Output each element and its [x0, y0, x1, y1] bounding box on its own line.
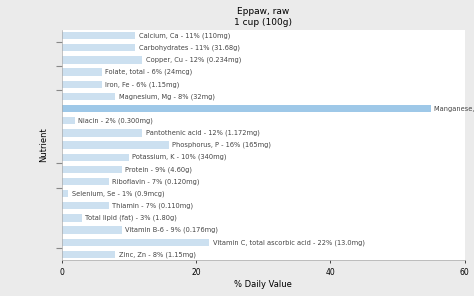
Text: Protein - 9% (4.60g): Protein - 9% (4.60g): [126, 166, 192, 173]
Text: Copper, Cu - 12% (0.234mg): Copper, Cu - 12% (0.234mg): [146, 57, 241, 63]
Text: Calcium, Ca - 11% (110mg): Calcium, Ca - 11% (110mg): [139, 33, 230, 39]
Text: Magnesium, Mg - 8% (32mg): Magnesium, Mg - 8% (32mg): [118, 93, 215, 100]
Bar: [62, 93, 115, 100]
Text: Manganese, Mn - 55% (1.094mg): Manganese, Mn - 55% (1.094mg): [434, 105, 474, 112]
Bar: [62, 32, 136, 39]
Bar: [62, 141, 169, 149]
Bar: [62, 226, 122, 234]
Text: Iron, Fe - 6% (1.15mg): Iron, Fe - 6% (1.15mg): [105, 81, 180, 88]
Text: Total lipid (fat) - 3% (1.80g): Total lipid (fat) - 3% (1.80g): [85, 215, 177, 221]
Text: Folate, total - 6% (24mcg): Folate, total - 6% (24mcg): [105, 69, 192, 75]
Text: Potassium, K - 10% (340mg): Potassium, K - 10% (340mg): [132, 154, 227, 160]
Bar: [62, 154, 129, 161]
Bar: [62, 251, 115, 258]
X-axis label: % Daily Value: % Daily Value: [234, 280, 292, 289]
Bar: [62, 56, 142, 64]
Bar: [62, 81, 102, 88]
Bar: [62, 129, 142, 136]
Text: Thiamin - 7% (0.110mg): Thiamin - 7% (0.110mg): [112, 202, 193, 209]
Bar: [62, 202, 109, 210]
Bar: [62, 166, 122, 173]
Text: Zinc, Zn - 8% (1.15mg): Zinc, Zn - 8% (1.15mg): [118, 251, 196, 258]
Bar: [62, 178, 109, 185]
Text: Riboflavin - 7% (0.120mg): Riboflavin - 7% (0.120mg): [112, 178, 200, 185]
Bar: [62, 44, 136, 52]
Text: Pantothenic acid - 12% (1.172mg): Pantothenic acid - 12% (1.172mg): [146, 130, 259, 136]
Bar: [62, 117, 75, 124]
Text: Carbohydrates - 11% (31.68g): Carbohydrates - 11% (31.68g): [139, 45, 240, 51]
Text: Selenium, Se - 1% (0.9mcg): Selenium, Se - 1% (0.9mcg): [72, 190, 164, 197]
Y-axis label: Nutrient: Nutrient: [39, 128, 48, 163]
Text: Vitamin C, total ascorbic acid - 22% (13.0mg): Vitamin C, total ascorbic acid - 22% (13…: [213, 239, 365, 245]
Bar: [62, 239, 210, 246]
Bar: [62, 214, 82, 222]
Bar: [62, 105, 431, 112]
Title: Eppaw, raw
1 cup (100g): Eppaw, raw 1 cup (100g): [234, 7, 292, 28]
Text: Phosphorus, P - 16% (165mg): Phosphorus, P - 16% (165mg): [173, 142, 272, 148]
Bar: [62, 68, 102, 76]
Bar: [62, 190, 68, 197]
Text: Niacin - 2% (0.300mg): Niacin - 2% (0.300mg): [78, 118, 153, 124]
Text: Vitamin B-6 - 9% (0.176mg): Vitamin B-6 - 9% (0.176mg): [126, 227, 219, 233]
